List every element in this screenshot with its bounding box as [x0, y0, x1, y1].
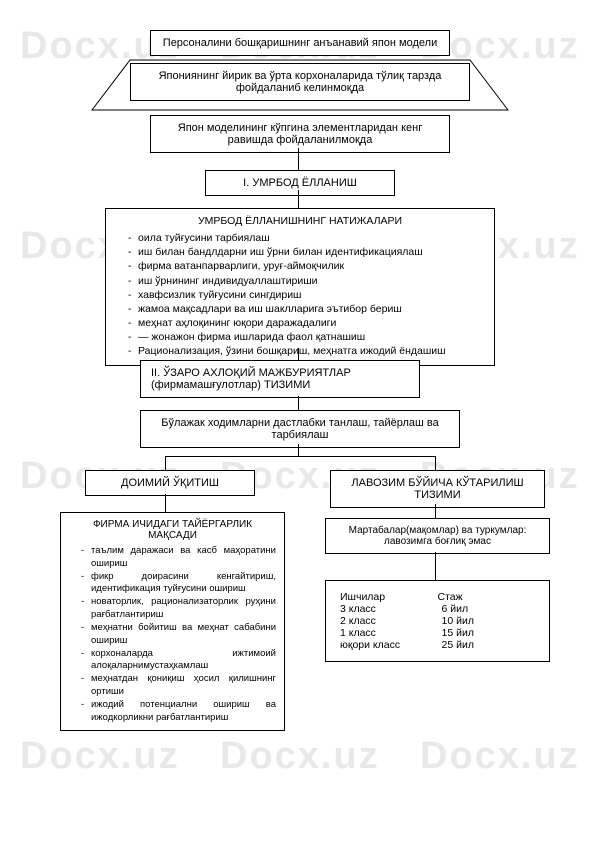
connector-line — [298, 348, 299, 360]
list-item: жамоа мақсадлари ва иш шаклларига эътибо… — [128, 302, 484, 316]
connector-line — [165, 456, 166, 470]
list-item: ижодий потенциални ошириш ва ижодкорликн… — [81, 699, 276, 725]
box-left-detail: ФИРМА ИЧИДАГИ ТАЙЁРГАРЛИК МАҚСАДИ таълим… — [60, 512, 285, 731]
table-col1-header: Ишчилар — [340, 591, 438, 603]
list-item: — жонажон фирма ишларида фаол қатнашиш — [128, 330, 484, 344]
list-item: фирма ватанпарварлиги, уруғ-аймоқчилик — [128, 259, 484, 273]
box-usage-full: Япониянинг йирик ва ўрта корхоналарида т… — [130, 63, 470, 101]
section1-num: I. — [243, 177, 249, 189]
watermark: Docx.uz — [220, 735, 380, 778]
left-detail-title: ФИРМА ИЧИДАГИ ТАЙЁРГАРЛИК МАҚСАДИ — [69, 519, 276, 541]
list-item: меҳнатни бойитиш ва меҳнат сабабини ошир… — [81, 622, 276, 648]
table-cell: юқори класс — [340, 639, 434, 651]
list-item: иш билан бандлдарни иш ўрни билан иденти… — [128, 245, 484, 259]
box-section-1: I. УМРБОД ЁЛЛАНИШ — [205, 170, 395, 196]
table-row: 3 класс 6 йил — [340, 603, 535, 615]
box-right-detail: Мартабалар(мақомлар) ва туркумлар: лавоз… — [325, 518, 550, 554]
connector-line — [435, 552, 436, 580]
list-item: меҳнатдан қониқиш ҳосил қилишнинг ортиши — [81, 673, 276, 699]
table-cell: 1 класс — [340, 627, 434, 639]
list-item: хавфсизлик туйғусини сингдириш — [128, 288, 484, 302]
watermark: Docx.uz — [20, 735, 180, 778]
connector-line — [435, 504, 436, 518]
section2-num: II. — [151, 367, 160, 379]
left-detail-list: таълим даражаси ва касб маҳоратини ошири… — [69, 545, 276, 724]
table-row: 2 класс 10 йил — [340, 615, 535, 627]
box-right-branch: ЛАВОЗИМ БЎЙИЧА КЎТАРИЛИШ ТИЗИМИ — [330, 470, 545, 508]
watermark: Docx.uz — [420, 735, 580, 778]
table-cell: 15 йил — [434, 627, 536, 639]
connector-line — [435, 456, 436, 470]
connector-line — [298, 190, 299, 208]
table-cell: 3 класс — [340, 603, 434, 615]
connector-line — [298, 444, 299, 456]
list-item: фикр доирасини кенгайтириш, идентификаци… — [81, 571, 276, 597]
box-left-branch: ДОИМИЙ ЎҚИТИШ — [85, 470, 255, 496]
list-item: меҳнат аҳлоқининг юқори даражадалиги — [128, 316, 484, 330]
box-section-2: II. ЎЗАРО АХЛОҚИЙ МАЖБУРИЯТЛАР (фирмамаш… — [140, 360, 420, 398]
table-header-row: Ишчилар Стаж — [340, 591, 535, 603]
list-item: новаторлик, рационализаторлик руҳини рағ… — [81, 596, 276, 622]
table-cell: 10 йил — [434, 615, 536, 627]
box-table: Ишчилар Стаж 3 класс 6 йил 2 класс 10 йи… — [325, 580, 550, 662]
section2-title: ЎЗАРО АХЛОҚИЙ МАЖБУРИЯТЛАР (фирмамашғуло… — [151, 367, 351, 391]
list-item: иш ўрнининг индивидуаллаштириши — [128, 274, 484, 288]
list-item: таълим даражаси ва касб маҳоратини ошири… — [81, 545, 276, 571]
box-results: УМРБОД ЁЛЛАНИШНИНГ НАТИЖАЛАРИ оила туйғу… — [105, 208, 495, 366]
table-col2-header: Стаж — [438, 591, 536, 603]
table-cell: 25 йил — [434, 639, 536, 651]
list-item: Рационализация, ўзини бошқариш, меҳнатга… — [128, 344, 484, 358]
connector-line — [298, 396, 299, 410]
box-usage-wide: Япон моделининг кўпгина элементларидан к… — [150, 115, 450, 153]
table-row: юқори класс 25 йил — [340, 639, 535, 651]
table-row: 1 класс 15 йил — [340, 627, 535, 639]
section1-title: УМРБОД ЁЛЛАНИШ — [252, 177, 356, 189]
results-title: УМРБОД ЁЛЛАНИШНИНГ НАТИЖАЛАРИ — [116, 215, 484, 227]
connector-line — [165, 456, 435, 457]
table-cell: 2 класс — [340, 615, 434, 627]
box-prepare: Бўлажак ходимларни дастлабки танлаш, тай… — [140, 410, 460, 448]
connector-line — [298, 148, 299, 170]
table-cell: 6 йил — [434, 603, 536, 615]
results-list: оила туйғусини тарбиялаш иш билан бандлд… — [116, 231, 484, 359]
connector-line — [165, 494, 166, 512]
list-item: корхоналарда ижтимоий алоқаларнимустаҳка… — [81, 648, 276, 674]
list-item: оила туйғусини тарбиялаш — [128, 231, 484, 245]
